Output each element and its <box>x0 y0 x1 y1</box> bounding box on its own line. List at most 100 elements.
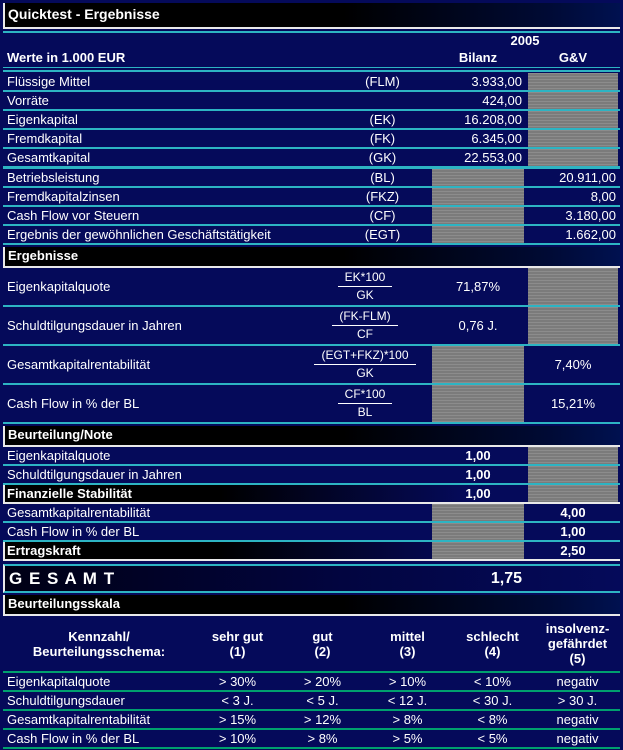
disabled-cell <box>528 466 618 483</box>
scale-value: < 12 J. <box>387 693 428 708</box>
row-label: Vorräte <box>7 93 49 108</box>
note-value: 1,00 <box>560 524 586 539</box>
row-label: Fremdkapital <box>7 131 83 146</box>
disabled-cell <box>432 226 524 243</box>
row-label: Cash Flow in % der BL <box>7 731 140 746</box>
bilanz-value-cell[interactable]: 424,00 <box>482 93 522 108</box>
disabled-cell <box>528 92 618 109</box>
disabled-cell <box>432 188 524 205</box>
formula-numerator: (EGT+FKZ)*100 <box>314 348 416 365</box>
formula: (FK-FLM) CF <box>300 309 430 342</box>
note-value: 1,00 <box>465 467 491 482</box>
note-row-finanzielle-stabilitaet: Finanzielle Stabilität 1,00 <box>3 485 620 504</box>
note-value: 1,00 <box>465 486 491 501</box>
scale-col-mittel: mittel (3) <box>390 628 425 659</box>
value-row-eigenkapital: Eigenkapital (EK) 16.208,00 <box>3 111 620 130</box>
section-title: Ergebnisse <box>8 248 79 263</box>
divider <box>3 67 620 73</box>
disabled-cell <box>432 385 524 422</box>
result-value: 0,76 J. <box>458 318 498 333</box>
scale-value: < 8% <box>477 712 508 727</box>
result-row-schuldtilgungsdauer: Schuldtilgungsdauer in Jahren (FK-FLM) C… <box>3 307 620 346</box>
scale-value: > 8% <box>307 731 338 746</box>
scale-col-insolvenzgefaehrdet: insolvenz- gefährdet (5) <box>545 621 610 666</box>
disabled-cell <box>528 111 618 128</box>
gv-value-cell[interactable]: 20.911,00 <box>559 170 616 185</box>
scale-value: > 20% <box>303 674 342 689</box>
row-code: (GK) <box>368 150 397 165</box>
column-header-bilanz: Bilanz <box>458 50 498 65</box>
scale-row-eigenkapitalquote: Eigenkapitalquote > 30% > 20% > 10% < 10… <box>3 673 620 692</box>
bilanz-value-cell[interactable]: 6.345,00 <box>471 131 522 146</box>
value-row-gesamtkapital: Gesamtkapital (GK) 22.553,00 <box>3 149 620 169</box>
result-row-eigenkapitalquote: Eigenkapitalquote EK*100 GK 71,87% <box>3 268 620 307</box>
disabled-cell <box>528 485 618 502</box>
row-label: Flüssige Mittel <box>7 74 91 89</box>
value-row-fremdkapital: Fremdkapital (FK) 6.345,00 <box>3 130 620 149</box>
bilanz-value-cell[interactable]: 3.933,00 <box>471 74 522 89</box>
scale-value: negativ <box>556 731 599 746</box>
unit-label: Werte in 1.000 EUR <box>7 50 126 65</box>
disabled-cell <box>432 523 524 540</box>
result-value: 7,40% <box>554 357 592 372</box>
scale-col-sehr-gut: sehr gut (1) <box>211 628 264 659</box>
disabled-cell <box>432 169 524 186</box>
divider <box>3 31 620 33</box>
formula-denominator: GK <box>356 366 374 380</box>
formula: EK*100 GK <box>300 270 430 303</box>
value-row-fluessige-mittel: Flüssige Mittel (FLM) 3.933,00 <box>3 73 620 92</box>
gv-value-cell[interactable]: 1.662,00 <box>565 227 616 242</box>
value-row-cashflow-vor-steuern: Cash Flow vor Steuern (CF) 3.180,00 <box>3 207 620 226</box>
value-row-egt: Ergebnis der gewöhnlichen Geschäftstätig… <box>3 226 620 245</box>
row-label: Eigenkapitalquote <box>7 448 111 463</box>
report-title: Quicktest - Ergebnisse <box>8 6 160 22</box>
scale-row-cashflow-bl: Cash Flow in % der BL > 10% > 8% > 5% < … <box>3 730 620 749</box>
row-label: Gesamtkapital <box>7 150 91 165</box>
formula-denominator: GK <box>356 288 374 302</box>
disabled-cell <box>528 130 618 147</box>
row-label: Ergebnis der gewöhnlichen Geschäftstätig… <box>7 227 271 242</box>
scale-value: > 8% <box>392 712 423 727</box>
formula-numerator: CF*100 <box>337 387 393 404</box>
bilanz-value-cell[interactable]: 16.208,00 <box>464 112 522 127</box>
scale-value: < 30 J. <box>472 693 513 708</box>
bilanz-value-cell[interactable]: 22.553,00 <box>464 150 522 165</box>
report-title-bar: Quicktest - Ergebnisse <box>3 3 620 29</box>
value-row-fremdkapitalzinsen: Fremdkapitalzinsen (FKZ) 8,00 <box>3 188 620 207</box>
formula-numerator: EK*100 <box>337 270 393 287</box>
scale-value: > 30 J. <box>557 693 598 708</box>
row-label: Fremdkapitalzinsen <box>7 189 120 204</box>
scale-value: > 12% <box>303 712 342 727</box>
note-row-cashflow-bl: Cash Flow in % der BL 1,00 <box>3 523 620 542</box>
note-row-eigenkapitalquote: Eigenkapitalquote 1,00 <box>3 447 620 466</box>
note-row-gesamtkapitalrentabilitaet: Gesamtkapitalrentabilität 4,00 <box>3 504 620 523</box>
formula-numerator: (FK-FLM) <box>332 309 398 326</box>
gv-value-cell[interactable]: 8,00 <box>590 189 616 204</box>
scale-value: < 10% <box>473 674 512 689</box>
disabled-cell <box>528 447 618 464</box>
note-row-schuldtilgungsdauer: Schuldtilgungsdauer in Jahren 1,00 <box>3 466 620 485</box>
row-label: Eigenkapital <box>7 112 78 127</box>
disabled-cell <box>528 307 618 344</box>
row-code: (CF) <box>369 208 396 223</box>
values-header: 2005 Werte in 1.000 EUR Bilanz G&V <box>3 33 620 67</box>
scale-value: negativ <box>556 712 599 727</box>
scale-header-label: Kennzahl/ Beurteilungsschema: <box>32 628 166 659</box>
formula-denominator: BL <box>357 405 373 419</box>
scale-col-schlecht: schlecht (4) <box>466 628 519 659</box>
result-row-cashflow-bl: Cash Flow in % der BL CF*100 BL 15,21% <box>3 385 620 424</box>
scale-value: > 5% <box>392 731 423 746</box>
scale-value: > 10% <box>218 731 257 746</box>
note-row-ertragskraft: Ertragskraft 2,50 <box>3 542 620 561</box>
gesamt-label: G E S A M T <box>9 568 116 588</box>
row-code: (FK) <box>369 131 396 146</box>
section-title: Beurteilungsskala <box>8 596 120 611</box>
scale-value: < 3 J. <box>221 693 254 708</box>
gv-value-cell[interactable]: 3.180,00 <box>565 208 616 223</box>
row-code: (EK) <box>369 112 396 127</box>
scale-header-row: Kennzahl/ Beurteilungsschema: sehr gut (… <box>3 616 620 673</box>
scale-col-gut: gut (2) <box>312 628 333 659</box>
row-label: Gesamtkapitalrentabilität <box>7 357 151 372</box>
row-code: (FKZ) <box>365 189 400 204</box>
